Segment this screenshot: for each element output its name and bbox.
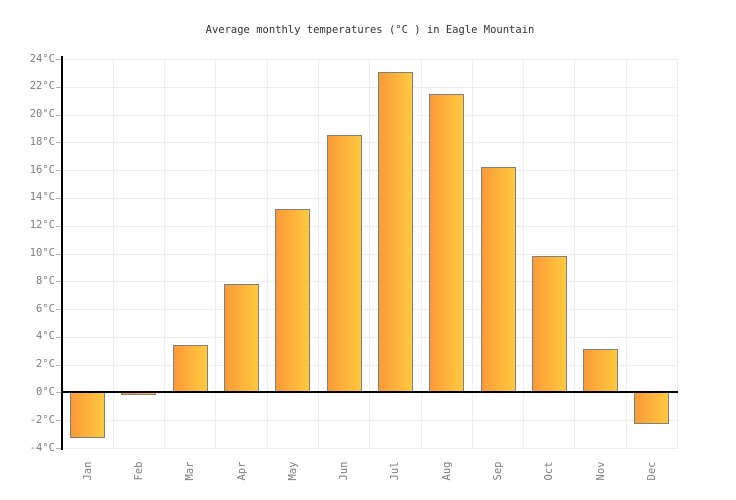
- gridline-vertical: [112, 59, 114, 448]
- y-axis-tick: [56, 392, 61, 394]
- bar-jan: [70, 392, 106, 439]
- bar-may: [275, 209, 311, 393]
- y-axis-label: -4°C: [29, 441, 55, 454]
- chart-title: Average monthly temperatures (°C ) in Ea…: [205, 24, 535, 36]
- x-axis-zero-line: [62, 391, 678, 394]
- bar-dec: [634, 392, 670, 425]
- bar-sep: [480, 167, 516, 393]
- plot-area: [62, 59, 678, 449]
- gridline-vertical: [318, 59, 319, 448]
- y-axis-label: 10°C: [29, 247, 55, 259]
- bar-nov: [583, 349, 619, 393]
- y-axis-label: 4°C: [36, 330, 55, 343]
- x-axis-label-jun: Jun: [338, 461, 351, 481]
- x-axis-label-may: May: [286, 461, 299, 481]
- y-axis-tick: [56, 197, 61, 199]
- bar-jul: [377, 71, 413, 393]
- y-axis-tick: [56, 142, 61, 144]
- y-axis-label: 14°C: [29, 191, 55, 204]
- gridline-horizontal: [62, 448, 678, 449]
- gridline-vertical: [369, 59, 371, 448]
- y-axis-tick: [56, 59, 61, 60]
- x-axis-label-feb: Feb: [132, 461, 145, 481]
- y-axis-label: 20°C: [29, 108, 55, 121]
- y-axis-tick: [56, 336, 61, 338]
- x-axis-label-dec: Dec: [645, 461, 658, 481]
- bar-apr: [224, 284, 259, 393]
- x-axis-label-jul: Jul: [389, 461, 402, 481]
- y-axis-label: 6°C: [36, 302, 55, 315]
- x-axis-label-apr: Apr: [235, 461, 248, 481]
- bar-jun: [326, 135, 362, 393]
- gridline-vertical: [523, 59, 525, 448]
- gridline-vertical: [574, 59, 576, 448]
- y-axis-tick: [56, 86, 61, 88]
- y-axis-tick: [56, 448, 61, 449]
- gridline-vertical: [164, 59, 166, 448]
- x-axis-label-jan: Jan: [81, 461, 94, 481]
- y-axis-tick: [56, 364, 61, 366]
- x-axis-label-mar: Mar: [184, 461, 197, 481]
- y-axis-label: 12°C: [29, 219, 55, 232]
- y-axis-label: 2°C: [36, 358, 55, 371]
- y-axis-label: 24°C: [29, 52, 55, 65]
- gridline-vertical: [625, 59, 627, 448]
- bar-oct: [531, 256, 567, 393]
- bar-mar: [172, 345, 208, 393]
- y-axis-tick: [56, 225, 61, 227]
- y-axis-label: 0°C: [36, 385, 55, 398]
- x-axis-label-aug: Aug: [440, 461, 453, 481]
- gridline-vertical: [215, 59, 217, 448]
- gridline-vertical: [420, 59, 422, 448]
- y-axis-line: [60, 56, 63, 450]
- y-axis-tick: [56, 253, 61, 255]
- gridline-vertical: [471, 59, 473, 448]
- y-axis-label: 8°C: [36, 274, 55, 287]
- bar-aug: [429, 93, 465, 393]
- y-axis-label: 18°C: [29, 135, 55, 148]
- y-axis-tick: [56, 420, 61, 422]
- y-axis-label: -2°C: [29, 413, 55, 426]
- x-axis-label-sep: Sep: [492, 461, 504, 481]
- y-axis-label: 22°C: [29, 80, 55, 93]
- gridline-vertical: [677, 59, 678, 448]
- gridline-vertical: [266, 59, 268, 448]
- y-axis-tick: [56, 281, 61, 283]
- x-axis-label-oct: Oct: [543, 461, 556, 481]
- y-axis-tick: [56, 170, 61, 172]
- y-axis-tick: [56, 114, 61, 116]
- y-axis-tick: [56, 309, 61, 311]
- y-axis-label: 16°C: [29, 163, 55, 176]
- x-axis-label-nov: Nov: [594, 461, 607, 481]
